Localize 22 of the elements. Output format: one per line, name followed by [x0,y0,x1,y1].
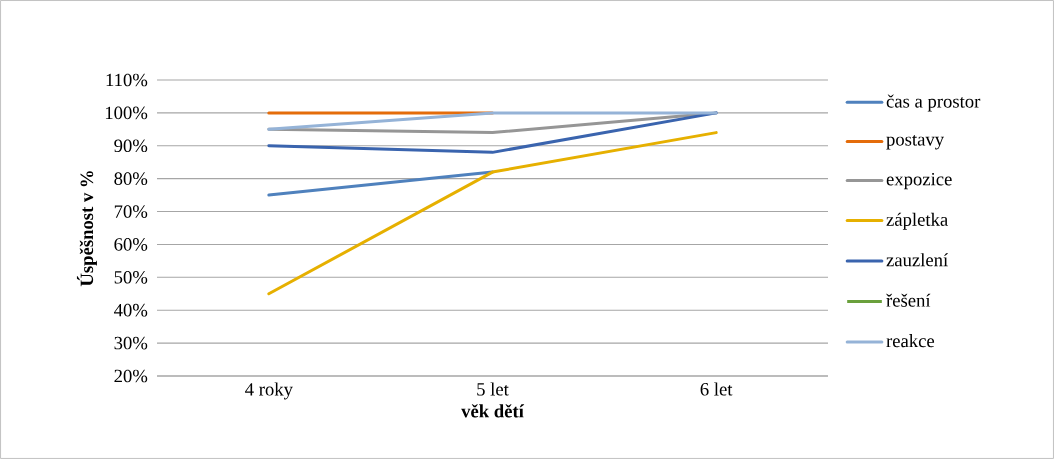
y-tick-label: 90% [114,139,148,153]
legend-label: reakce [886,334,935,348]
x-axis-title: věk dětí [461,404,525,418]
legend-label: expozice [886,172,952,190]
y-tick-label: 50% [114,270,148,284]
y-tick-label: 30% [114,336,148,350]
y-tick-label: 20% [114,369,148,383]
x-tick-label: 5 let [477,382,509,396]
legend-label: postavy [886,134,945,150]
y-tick-label: 110% [106,73,148,87]
y-tick-label: 60% [114,238,148,251]
y-tick-label: 70% [114,205,148,218]
legend-label: čas a prostor [886,94,981,112]
x-tick-label: 6 let [700,382,733,396]
y-tick-label: 40% [113,303,148,317]
legend-label: řešení [886,293,931,307]
y-axis-title: Úspěšnost v % [76,171,97,287]
x-tick-label: 4 roky [245,382,293,400]
y-tick-label: 100% [105,106,148,120]
y-tick-label: 80% [114,172,148,185]
legend-label: zauzlení [886,253,948,267]
legend-label: zápletka [886,212,948,230]
